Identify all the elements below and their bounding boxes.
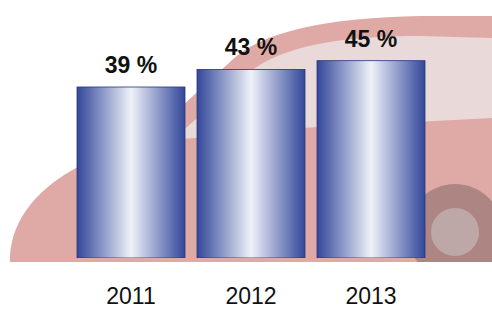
chart-container: 39 % 2011 43 % 2012 45 % 2013: [0, 0, 492, 326]
car-hub: [431, 208, 479, 256]
labels: 39 % 2011 43 % 2012 45 % 2013: [105, 26, 397, 309]
category-label: 2012: [225, 283, 276, 309]
data-label: 45 %: [345, 26, 397, 52]
chart-svg: 39 % 2011 43 % 2012 45 % 2013: [0, 0, 492, 326]
bar: [77, 87, 185, 258]
bar: [197, 69, 305, 258]
bars: [77, 61, 425, 258]
car-body: [10, 16, 492, 262]
data-label: 43 %: [225, 34, 277, 60]
data-label: 39 %: [105, 52, 157, 78]
bar: [317, 61, 425, 258]
category-label: 2013: [345, 283, 396, 309]
car-background: [10, 16, 492, 280]
category-label: 2011: [106, 283, 155, 309]
ground: [0, 262, 492, 326]
